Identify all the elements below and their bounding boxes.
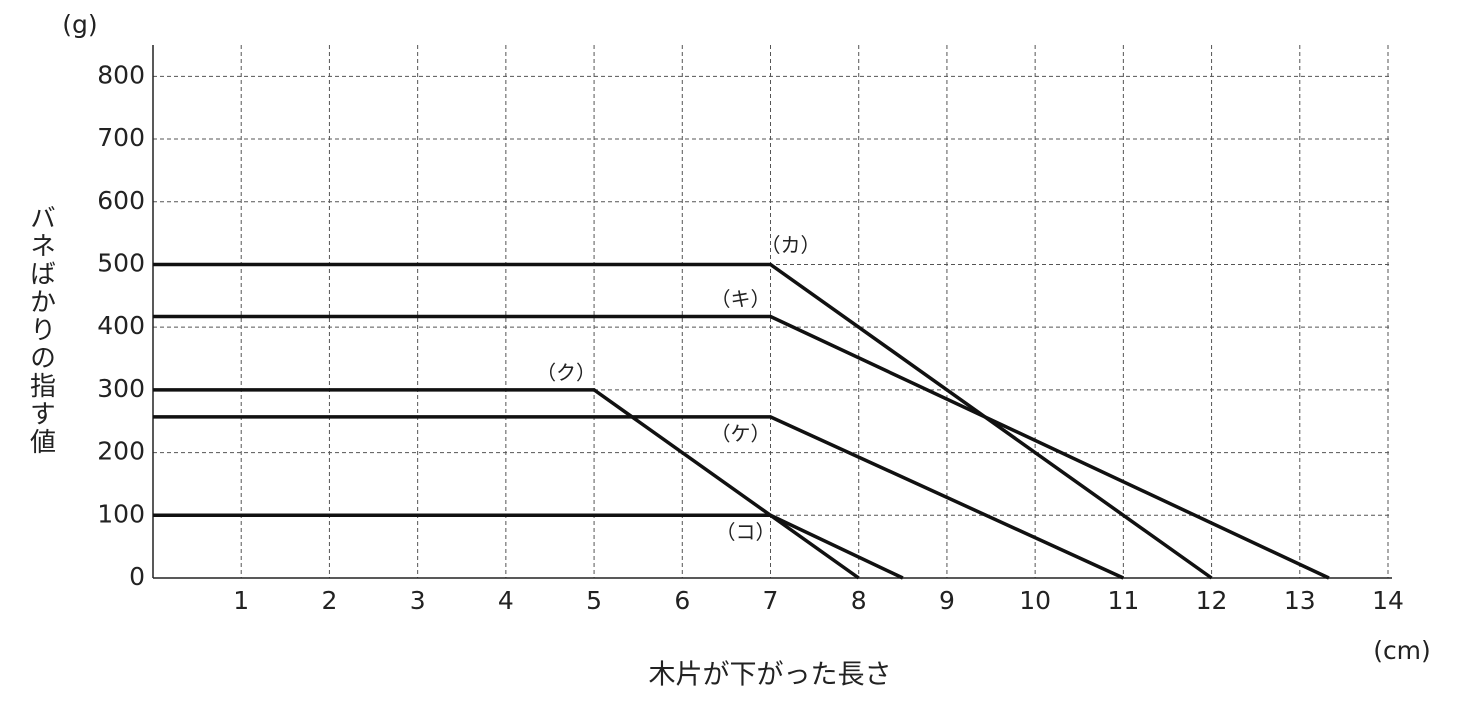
x-tick-label: 12 [1196,586,1228,615]
series-label: （キ） [711,287,771,311]
x-tick-label: 4 [498,586,514,615]
x-tick-label: 6 [674,586,690,615]
x-tick-label: 14 [1372,586,1404,615]
y-tick-label: 700 [97,123,145,152]
x-tick-label: 11 [1107,586,1139,615]
series-line [153,314,1330,580]
series-label: （ク） [536,360,596,384]
series-label: （ケ） [711,421,771,445]
y-tick-label: 0 [129,562,145,591]
y-tick-label: 200 [97,437,145,466]
y-unit: (g) [62,10,97,39]
y-tick-label: 300 [97,374,145,403]
x-tick-label: 13 [1284,586,1316,615]
y-tick-label: 100 [97,499,145,528]
x-tick-label: 9 [939,586,955,615]
series-line [153,262,1213,580]
series-label: （コ） [716,520,776,544]
x-tick-label: 10 [1019,586,1051,615]
x-tick-label: 7 [763,586,779,615]
x-unit: (cm) [1373,636,1431,665]
y-tick-label: 600 [97,186,145,215]
x-axis-label: 木片が下がった長さ [649,660,892,691]
y-tick-label: 400 [97,311,145,340]
series-line [153,513,904,580]
y-tick-label: 500 [97,248,145,277]
y-tick-label: 800 [97,60,145,89]
series-label: （カ） [761,233,821,257]
x-tick-label: 2 [321,586,337,615]
x-tick-label: 1 [233,586,249,615]
y-axis-label: バネばかりの指す値 [26,204,56,456]
series-line [153,415,1125,580]
x-tick-label: 8 [851,586,867,615]
x-tick-label: 3 [410,586,426,615]
x-tick-label: 5 [586,586,602,615]
